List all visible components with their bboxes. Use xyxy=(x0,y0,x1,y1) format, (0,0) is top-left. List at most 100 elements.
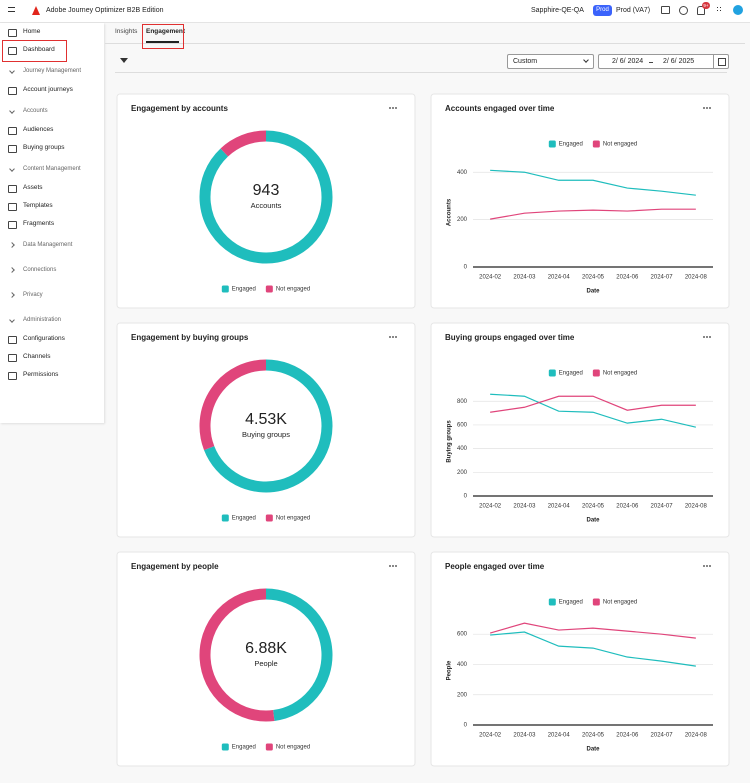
more-actions-button[interactable] xyxy=(703,565,711,567)
notification-count: 9+ xyxy=(702,2,710,9)
nav-item[interactable]: Account journeys xyxy=(23,86,73,93)
feedback-icon[interactable] xyxy=(661,6,670,14)
x-axis-title: Date xyxy=(586,289,600,295)
more-dot xyxy=(709,565,711,567)
preset-dropdown[interactable]: Custom xyxy=(507,54,594,69)
nav-icon xyxy=(8,372,17,380)
help-icon[interactable] xyxy=(679,6,688,15)
calendar-icon xyxy=(718,58,726,66)
nav-section-title[interactable]: Journey Management xyxy=(23,68,82,74)
nav-item[interactable]: Buying groups xyxy=(23,144,65,151)
y-tick-label: 600 xyxy=(457,632,468,638)
more-dot xyxy=(395,336,397,338)
more-actions-button[interactable] xyxy=(389,565,397,567)
x-tick-label: 2024-08 xyxy=(685,275,708,281)
nav-item[interactable]: Permissions xyxy=(23,371,59,378)
legend-swatch xyxy=(265,285,273,293)
adobe-logo xyxy=(32,6,40,15)
nav-section-title[interactable]: Privacy xyxy=(23,292,43,298)
apps-icon[interactable] xyxy=(716,6,723,13)
legend-swatch xyxy=(221,743,229,751)
legend-swatch xyxy=(592,369,600,377)
nav-item[interactable]: Configurations xyxy=(23,335,65,342)
legend: Engaged Not engaged xyxy=(548,140,637,148)
donut-total: 6.88K xyxy=(245,640,287,657)
more-dot xyxy=(389,565,391,567)
calendar-button[interactable] xyxy=(713,55,729,68)
more-dot xyxy=(709,336,711,338)
series-line xyxy=(490,631,696,667)
legend-label: Not engaged xyxy=(276,287,310,293)
nav-section-title[interactable]: Data Management xyxy=(23,242,73,248)
legend-label: Not engaged xyxy=(276,516,310,522)
nav-section-title[interactable]: Content Management xyxy=(23,166,81,172)
preset-value: Custom xyxy=(513,58,538,65)
legend-label: Not engaged xyxy=(603,142,637,148)
x-tick-label: 2024-08 xyxy=(685,733,708,739)
more-dot xyxy=(706,565,708,567)
nav-item[interactable]: Home xyxy=(23,28,41,35)
series-line xyxy=(490,395,696,413)
app-title: Adobe Journey Optimizer B2B Edition xyxy=(46,7,164,14)
legend: Engaged Not engaged xyxy=(221,514,310,522)
y-tick-label: 200 xyxy=(457,692,468,698)
x-tick-label: 2024-02 xyxy=(479,275,502,281)
card xyxy=(430,322,730,538)
highlight-box xyxy=(2,40,67,62)
nav-icon xyxy=(8,29,17,37)
nav-icon xyxy=(8,185,17,193)
card-title: Buying groups engaged over time xyxy=(445,333,575,342)
more-actions-button[interactable] xyxy=(389,336,397,338)
more-dot xyxy=(709,107,711,109)
nav-icon xyxy=(8,87,17,95)
menu-button[interactable] xyxy=(8,7,15,12)
legend-label: Not engaged xyxy=(603,600,637,606)
x-tick-label: 2024-03 xyxy=(513,733,536,739)
nav-section-title[interactable]: Administration xyxy=(23,317,62,323)
legend: Engaged Not engaged xyxy=(221,743,310,751)
more-dot xyxy=(703,336,705,338)
nav-item[interactable]: Audiences xyxy=(23,126,54,133)
nav-icon xyxy=(8,127,17,135)
more-dot xyxy=(703,565,705,567)
nav-section-title[interactable]: Accounts xyxy=(23,108,48,114)
legend-label: Not engaged xyxy=(603,371,637,377)
avatar[interactable] xyxy=(733,5,743,15)
legend-label: Engaged xyxy=(559,371,583,377)
card xyxy=(430,93,730,309)
nav-item[interactable]: Channels xyxy=(23,353,51,360)
sandbox-switcher[interactable]: Prod (VA7) xyxy=(616,7,651,14)
tab[interactable]: Engagement xyxy=(146,28,186,35)
org-switcher[interactable]: Sapphire-QE-QA xyxy=(531,7,584,14)
card-title: Accounts engaged over time xyxy=(445,104,555,113)
nav-item[interactable]: Fragments xyxy=(23,220,55,227)
more-actions-button[interactable] xyxy=(389,107,397,109)
tab[interactable]: Insights xyxy=(115,28,138,35)
more-actions-button[interactable] xyxy=(703,107,711,109)
series-line xyxy=(490,208,696,220)
legend-label: Engaged xyxy=(232,287,256,293)
x-tick-label: 2024-07 xyxy=(651,504,674,510)
legend: Engaged Not engaged xyxy=(548,369,637,377)
donut-total: 943 xyxy=(253,182,280,199)
x-tick-label: 2024-04 xyxy=(548,733,571,739)
filter-button[interactable] xyxy=(120,58,128,63)
nav-item[interactable]: Templates xyxy=(23,202,53,209)
y-axis-title: Buying groups xyxy=(447,420,453,463)
highlight-box xyxy=(142,24,184,49)
x-tick-label: 2024-06 xyxy=(616,733,639,739)
date-range[interactable]: 2/ 6/ 2024 2/ 6/ 2025 xyxy=(598,54,729,69)
legend-label: Engaged xyxy=(559,142,583,148)
legend-swatch xyxy=(221,514,229,522)
card xyxy=(116,322,416,538)
more-actions-button[interactable] xyxy=(703,336,711,338)
more-dot xyxy=(395,107,397,109)
notifications-icon[interactable] xyxy=(697,6,705,15)
donut-segment xyxy=(199,130,333,264)
nav-item[interactable]: Assets xyxy=(23,184,43,191)
nav-section-title[interactable]: Connections xyxy=(23,267,57,273)
nav-item[interactable]: Dashboard xyxy=(23,46,55,53)
legend-label: Engaged xyxy=(232,516,256,522)
